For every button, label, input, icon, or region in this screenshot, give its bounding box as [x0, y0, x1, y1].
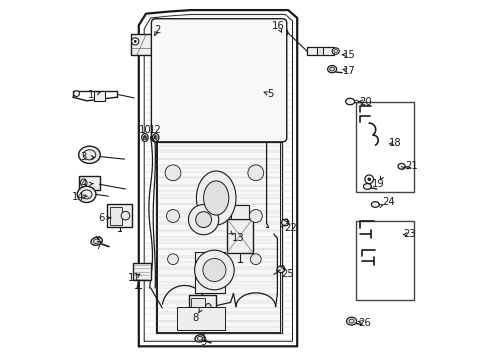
- Bar: [356, 221, 414, 300]
- Ellipse shape: [91, 237, 102, 245]
- Ellipse shape: [77, 186, 96, 202]
- Text: 6: 6: [98, 213, 105, 223]
- Bar: [130, 34, 153, 55]
- Bar: [156, 142, 282, 333]
- Text: 18: 18: [389, 138, 402, 148]
- Ellipse shape: [142, 134, 148, 141]
- Circle shape: [165, 165, 181, 181]
- Circle shape: [167, 210, 179, 222]
- Ellipse shape: [204, 181, 229, 215]
- Text: 1: 1: [88, 90, 95, 100]
- Text: 24: 24: [383, 197, 395, 207]
- Ellipse shape: [195, 335, 205, 342]
- Ellipse shape: [205, 303, 211, 311]
- Text: 11: 11: [128, 273, 141, 283]
- Bar: [231, 205, 249, 219]
- Bar: [227, 219, 253, 253]
- Ellipse shape: [398, 163, 405, 169]
- Ellipse shape: [330, 67, 335, 71]
- Text: 4: 4: [80, 179, 87, 189]
- Text: 25: 25: [281, 269, 294, 279]
- Ellipse shape: [144, 136, 147, 139]
- Text: 14: 14: [73, 192, 85, 202]
- Ellipse shape: [83, 150, 96, 160]
- Text: 22: 22: [285, 222, 297, 233]
- Text: 20: 20: [359, 96, 372, 107]
- Bar: [176, 307, 225, 330]
- Ellipse shape: [406, 166, 409, 169]
- Text: 3: 3: [80, 152, 87, 162]
- Bar: [133, 263, 151, 280]
- Circle shape: [168, 254, 178, 265]
- Ellipse shape: [197, 336, 203, 341]
- Bar: [79, 176, 99, 190]
- Ellipse shape: [364, 184, 371, 189]
- Circle shape: [189, 204, 219, 235]
- Circle shape: [249, 210, 262, 222]
- Text: 5: 5: [267, 89, 273, 99]
- Circle shape: [121, 211, 130, 220]
- Circle shape: [132, 38, 139, 45]
- Circle shape: [195, 250, 234, 290]
- Ellipse shape: [345, 98, 355, 105]
- Text: 13: 13: [232, 233, 245, 243]
- Text: 12: 12: [148, 125, 161, 135]
- Text: 21: 21: [405, 161, 417, 171]
- Ellipse shape: [282, 219, 289, 226]
- Ellipse shape: [277, 266, 285, 273]
- Text: 26: 26: [358, 318, 371, 328]
- Ellipse shape: [355, 100, 358, 103]
- Ellipse shape: [349, 319, 354, 323]
- Ellipse shape: [152, 134, 159, 141]
- Circle shape: [248, 165, 264, 181]
- Text: 16: 16: [272, 21, 285, 31]
- Bar: [195, 252, 225, 293]
- Ellipse shape: [80, 179, 87, 187]
- Circle shape: [134, 40, 137, 43]
- Bar: [189, 295, 216, 320]
- Text: 2: 2: [155, 24, 161, 35]
- Ellipse shape: [196, 171, 236, 225]
- FancyBboxPatch shape: [151, 19, 287, 142]
- Bar: [107, 204, 132, 227]
- Ellipse shape: [81, 190, 92, 199]
- Circle shape: [365, 175, 373, 184]
- Text: 19: 19: [372, 179, 385, 189]
- Bar: [261, 72, 264, 114]
- Bar: [191, 298, 205, 318]
- Ellipse shape: [79, 146, 100, 163]
- Ellipse shape: [334, 49, 338, 53]
- Bar: [307, 47, 334, 55]
- Text: 15: 15: [343, 50, 356, 60]
- Circle shape: [74, 91, 79, 96]
- Bar: [94, 91, 105, 101]
- Text: 9: 9: [200, 337, 207, 347]
- Ellipse shape: [346, 317, 357, 325]
- Circle shape: [250, 254, 261, 265]
- Circle shape: [368, 177, 371, 181]
- Text: 23: 23: [404, 229, 416, 239]
- Text: 10: 10: [139, 125, 151, 135]
- Ellipse shape: [332, 48, 339, 54]
- Text: 8: 8: [192, 312, 198, 323]
- Bar: [110, 207, 122, 225]
- Circle shape: [203, 258, 226, 282]
- Text: 7: 7: [95, 240, 101, 251]
- Circle shape: [196, 212, 212, 228]
- Bar: [356, 102, 414, 192]
- Ellipse shape: [280, 29, 288, 36]
- Ellipse shape: [94, 239, 100, 243]
- Ellipse shape: [371, 202, 379, 207]
- Text: 17: 17: [343, 66, 356, 76]
- Ellipse shape: [328, 66, 337, 73]
- Bar: [317, 47, 323, 55]
- Ellipse shape: [154, 136, 157, 139]
